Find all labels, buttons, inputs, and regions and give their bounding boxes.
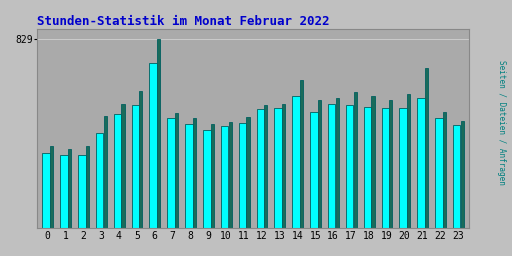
Bar [239, 123, 246, 228]
Bar [50, 146, 53, 228]
Text: Seiten / Dateien / Anfragen: Seiten / Dateien / Anfragen [497, 60, 506, 185]
Bar [203, 130, 210, 228]
Bar [78, 155, 86, 228]
Bar [96, 133, 103, 228]
Bar [346, 105, 353, 228]
Bar [42, 153, 50, 228]
Bar [264, 105, 267, 228]
Bar [86, 146, 89, 228]
Bar [175, 113, 178, 228]
Text: Stunden-Statistik im Monat Februar 2022: Stunden-Statistik im Monat Februar 2022 [37, 15, 329, 28]
Bar [246, 117, 250, 228]
Bar [417, 98, 425, 228]
Bar [185, 124, 193, 228]
Bar [103, 116, 107, 228]
Bar [461, 121, 464, 228]
Bar [399, 108, 407, 228]
Bar [407, 94, 410, 228]
Bar [132, 105, 139, 228]
Bar [371, 95, 375, 228]
Bar [274, 108, 282, 228]
Bar [210, 124, 214, 228]
Bar [453, 125, 460, 228]
Bar [336, 98, 339, 228]
Bar [353, 92, 357, 228]
Bar [157, 39, 160, 228]
Bar [221, 126, 228, 228]
Bar [364, 107, 371, 228]
Bar [60, 155, 68, 228]
Bar [318, 100, 321, 228]
Bar [292, 95, 300, 228]
Bar [121, 103, 124, 228]
Bar [114, 114, 121, 228]
Bar [425, 68, 428, 228]
Bar [328, 103, 335, 228]
Bar [310, 112, 317, 228]
Bar [435, 118, 442, 228]
Bar [193, 118, 196, 228]
Bar [150, 63, 157, 228]
Bar [282, 103, 285, 228]
Bar [389, 100, 392, 228]
Bar [228, 122, 232, 228]
Bar [443, 112, 446, 228]
Bar [381, 108, 389, 228]
Bar [300, 80, 303, 228]
Bar [167, 118, 175, 228]
Bar [257, 109, 264, 228]
Bar [139, 91, 142, 228]
Bar [68, 149, 71, 228]
